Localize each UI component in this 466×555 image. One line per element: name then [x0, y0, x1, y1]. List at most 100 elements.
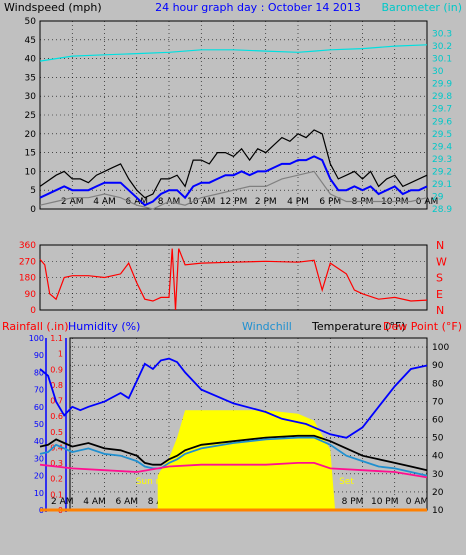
rain-y-tick: 0.6: [50, 412, 63, 421]
temp-x-tick: 0 AM: [406, 497, 429, 507]
humidity-y-tick: 80: [34, 368, 44, 377]
barometer-y-tick: 29.6: [432, 117, 452, 127]
humidity-y-tick: 30: [34, 454, 44, 463]
wind-y-tick: 35: [25, 73, 36, 83]
barometer-series: [39, 44, 428, 62]
barometer-y-tick: 29.1: [432, 180, 452, 190]
barometer-y-tick: 30: [432, 67, 444, 77]
humidity-y-tick: 70: [34, 386, 44, 395]
wind-x-tick: 10 AM: [187, 197, 215, 207]
rain-y-tick: 0.5: [50, 428, 63, 437]
barometer-y-tick: 30.1: [432, 55, 452, 65]
wind-x-tick: 2 AM: [61, 197, 84, 207]
temperature-y-tick: 60: [432, 415, 444, 425]
temp-x-tick: 8 PM: [342, 497, 364, 507]
direction-y-tick: 90: [25, 290, 37, 300]
gust-series: [39, 129, 428, 199]
wind-x-tick: 0 AM: [416, 197, 439, 207]
wind-x-tick: 6 PM: [319, 197, 341, 207]
temperature-y-tick: 40: [432, 452, 444, 462]
compass-label: S: [436, 272, 443, 285]
sun-annotation: Set: [339, 477, 354, 487]
compass-label: W: [436, 255, 447, 268]
temp-x-tick: 2 AM: [51, 497, 74, 507]
rain-y-tick: 0.4: [50, 443, 63, 452]
windspeed-axis-title: Windspeed (mph): [4, 1, 102, 14]
rainfall-axis-title: Rainfall (.in): [2, 320, 69, 333]
humidity-y-tick: 50: [34, 420, 44, 429]
temperature-y-tick: 30: [432, 470, 444, 480]
wind-y-tick: 5: [30, 186, 36, 196]
windchill-series: [39, 436, 428, 477]
rain-y-tick: 0.2: [50, 475, 63, 484]
direction-series: [39, 248, 428, 311]
rain-y-tick: 1: [58, 350, 63, 359]
temperature-y-tick: 50: [432, 434, 444, 444]
barometer-y-tick: 28.9: [432, 205, 452, 215]
barometer-y-tick: 29.2: [432, 167, 452, 177]
avg-series: [39, 155, 428, 207]
barometer-y-tick: 29.5: [432, 130, 452, 140]
solar-area: [157, 410, 336, 510]
direction-y-tick: 360: [19, 241, 36, 251]
min-series: [39, 170, 428, 210]
wind-x-tick: 4 AM: [93, 197, 116, 207]
temp-x-tick: 6 AM: [115, 497, 138, 507]
wind-x-tick: 12 PM: [220, 197, 248, 207]
barometer-y-tick: 29.4: [432, 142, 452, 152]
rain-y-tick: 0.8: [50, 381, 63, 390]
wind-y-tick: 40: [25, 55, 37, 65]
dewpoint-series: [39, 461, 428, 479]
wind-y-tick: 50: [25, 17, 37, 27]
wind-y-tick: 20: [25, 130, 37, 140]
humidity-axis-title: Humidity (%): [68, 320, 140, 333]
wind-y-tick: 0: [30, 205, 36, 215]
wind-y-tick: 10: [25, 167, 37, 177]
temperature-y-tick: 10: [432, 506, 444, 516]
graph-title: 24 hour graph day : October 14 2013: [155, 1, 361, 14]
barometer-y-tick: 29: [432, 192, 444, 202]
barometer-y-tick: 30.2: [432, 42, 452, 52]
temp-x-tick: 4 AM: [83, 497, 106, 507]
rain-y-tick: 0.9: [50, 365, 63, 374]
direction-y-tick: 270: [19, 257, 36, 267]
wind-y-tick: 45: [25, 36, 36, 46]
wind-x-tick: 2 PM: [255, 197, 277, 207]
humidity-series: [39, 357, 428, 439]
barometer-y-tick: 29.7: [432, 105, 452, 115]
direction-y-tick: 0: [30, 306, 36, 316]
temp-x-tick: 10 PM: [371, 497, 399, 507]
temperature-y-tick: 80: [432, 379, 444, 389]
temperature-y-tick: 70: [432, 397, 444, 407]
humidity-y-tick: 90: [34, 351, 44, 360]
temperature-y-tick: 90: [432, 361, 444, 371]
barometer-y-tick: 29.8: [432, 92, 452, 102]
humidity-y-tick: 60: [34, 403, 44, 412]
compass-label: N: [436, 239, 444, 252]
rain-y-tick: 1.1: [50, 334, 63, 343]
wind-x-tick: 4 PM: [287, 197, 309, 207]
wind-x-tick: 6 AM: [125, 197, 148, 207]
temperature-series: [39, 434, 428, 472]
humidity-y-tick: 100: [29, 334, 44, 343]
sun-annotation: Sun rise: [136, 477, 173, 487]
wind-y-tick: 25: [25, 111, 36, 121]
temperature-axis-title: Temperature (°F): [311, 320, 406, 333]
compass-label: N: [436, 304, 444, 317]
direction-y-tick: 180: [19, 274, 36, 284]
rain-y-tick: 0.1: [50, 490, 63, 499]
humidity-y-tick: 40: [34, 437, 44, 446]
barometer-y-tick: 29.9: [432, 80, 452, 90]
humidity-y-tick: 20: [34, 472, 44, 481]
humidity-y-tick: 10: [34, 489, 44, 498]
temperature-y-tick: 20: [432, 488, 444, 498]
temperature-y-tick: 100: [432, 343, 449, 353]
windchill-legend: Windchill: [242, 320, 292, 333]
compass-label: E: [436, 288, 443, 301]
wind-y-tick: 30: [25, 92, 37, 102]
barometer-axis-title: Barometer (in): [382, 1, 463, 14]
rain-y-tick: 0.3: [50, 459, 63, 468]
barometer-y-tick: 30.3: [432, 30, 452, 40]
dewpoint-axis-title: Dew Point (°F): [383, 320, 462, 333]
